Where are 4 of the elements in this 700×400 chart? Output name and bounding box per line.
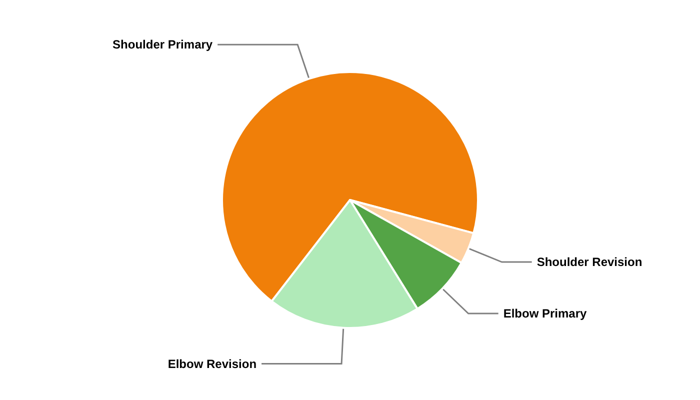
- slice-label: Elbow Primary: [503, 306, 588, 321]
- slice-label: Shoulder Primary: [112, 38, 213, 52]
- slice-label: Elbow Revision: [168, 356, 257, 371]
- slice-label: Shoulder Revision: [536, 255, 642, 270]
